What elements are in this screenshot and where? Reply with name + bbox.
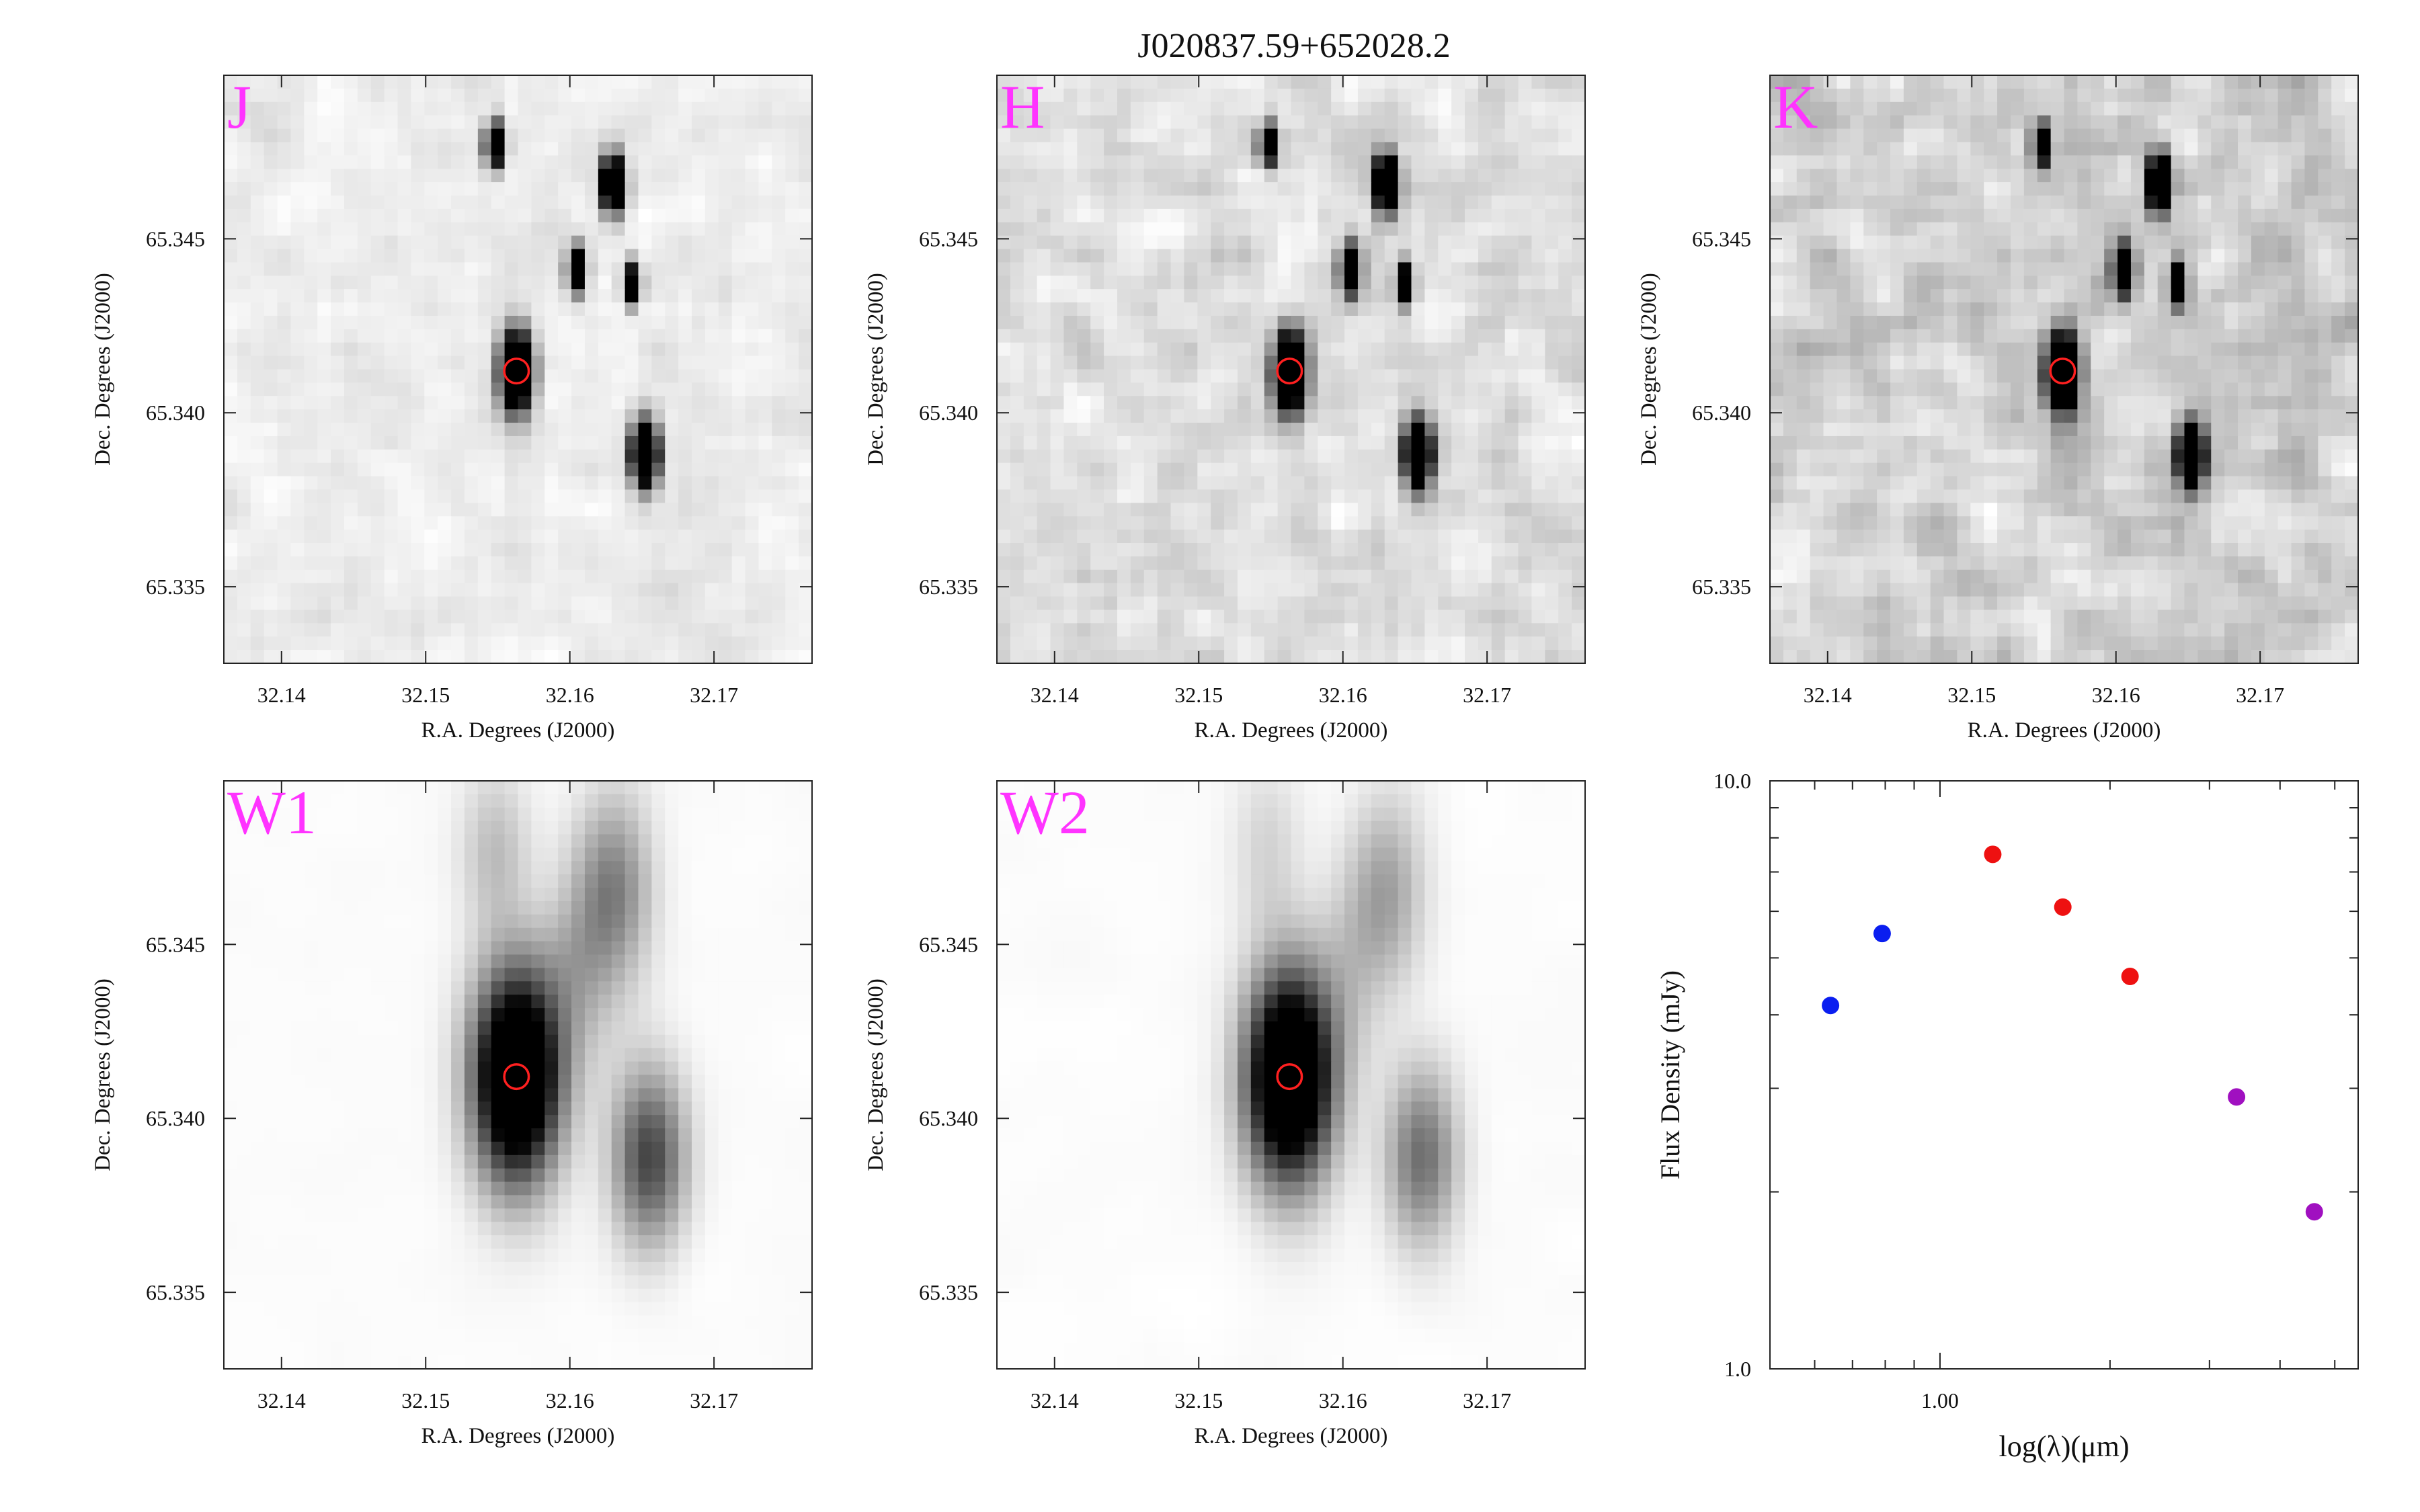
y-axis-label: Dec. Degrees (J2000) [91, 273, 115, 466]
sed-y-tick-label: 1.0 [1724, 1357, 1751, 1381]
x-tick-label: 32.16 [546, 683, 594, 707]
y-axis-label: Dec. Degrees (J2000) [864, 273, 888, 466]
figure-title: J020837.59+652028.2 [1137, 27, 1451, 65]
panel-frame [223, 75, 813, 664]
x-axis-label: R.A. Degrees (J2000) [421, 1424, 615, 1448]
sed-y-tick-label: 10.0 [1713, 769, 1751, 793]
sed-x-tick-label: 1.00 [1921, 1388, 1959, 1413]
sed-x-axis-label: log(λ)(μm) [1999, 1430, 2130, 1463]
x-tick-label: 32.16 [2092, 683, 2140, 707]
image-panel-h: H 32.14 32.15 32.16 32.17 65.335 65.340 65.345 R… [864, 73, 1586, 743]
y-axis-label: Dec. Degrees (J2000) [91, 978, 115, 1171]
sed-plot: 1.00 1.0 10.0 log(λ)(μm) Flux Density (mJy) [1655, 769, 2359, 1463]
y-tick-label: 65.335 [919, 1280, 978, 1304]
x-tick-label: 32.15 [1174, 683, 1223, 707]
x-tick-label: 32.17 [1463, 1388, 1511, 1413]
x-tick-label: 32.14 [257, 1388, 306, 1413]
image-pixels [997, 781, 1585, 1369]
x-axis-label: R.A. Degrees (J2000) [1968, 718, 2161, 743]
x-tick-label: 32.17 [690, 1388, 738, 1413]
y-axis-label: Dec. Degrees (J2000) [864, 978, 888, 1171]
aperture-circle [2049, 358, 2076, 385]
sed-point-red [2121, 967, 2139, 985]
band-label: W2 [1000, 778, 1090, 847]
sed-point-red [1984, 845, 2002, 864]
x-tick-label: 32.14 [1031, 1388, 1079, 1413]
x-axis-label: R.A. Degrees (J2000) [1195, 1424, 1388, 1448]
sed-point-blue [1873, 925, 1891, 943]
image-panel-j: J 32.14 32.15 32.16 32.17 65.335 65.340 65.345 R… [91, 73, 813, 743]
y-tick-label: 65.340 [1692, 401, 1751, 425]
x-tick-label: 32.16 [1319, 683, 1367, 707]
x-tick-label: 32.16 [1319, 1388, 1367, 1413]
x-tick-label: 32.14 [257, 683, 306, 707]
x-tick-label: 32.15 [1174, 1388, 1223, 1413]
sed-frame [1769, 780, 2359, 1370]
y-tick-label: 65.335 [146, 575, 205, 599]
y-tick-label: 65.335 [919, 575, 978, 599]
x-tick-label: 32.15 [1947, 683, 1996, 707]
x-tick-label: 32.15 [401, 1388, 450, 1413]
aperture-circle [1276, 358, 1303, 385]
panel-frame [1769, 75, 2359, 664]
x-axis-label: R.A. Degrees (J2000) [1195, 718, 1388, 743]
y-tick-label: 65.340 [919, 1106, 978, 1130]
y-tick-label: 65.345 [146, 226, 205, 251]
y-tick-label: 65.335 [1692, 575, 1751, 599]
y-tick-label: 65.340 [146, 1106, 205, 1130]
band-label: H [1000, 73, 1045, 141]
x-tick-label: 32.14 [1031, 683, 1079, 707]
x-tick-label: 32.17 [690, 683, 738, 707]
y-tick-label: 65.340 [146, 401, 205, 425]
sed-point-red [2054, 898, 2072, 916]
band-label: J [227, 73, 251, 141]
image-panels: J 32.14 32.15 32.16 32.17 65.335 65.340 65.345 R… [91, 73, 2359, 1448]
image-panel-k: K 32.14 32.15 32.16 32.17 65.335 65.340 65.345 R… [1637, 73, 2359, 743]
band-label: K [1773, 73, 1818, 141]
x-tick-label: 32.17 [1463, 683, 1511, 707]
image-pixels [224, 781, 812, 1369]
y-tick-label: 65.345 [146, 932, 205, 956]
aperture-circle [503, 358, 530, 385]
y-tick-label: 65.335 [146, 1280, 205, 1304]
sed-point-purple [2305, 1203, 2323, 1221]
x-tick-label: 32.15 [401, 683, 450, 707]
aperture-circle [1276, 1063, 1303, 1091]
aperture-circle [503, 1063, 530, 1091]
y-tick-label: 65.340 [919, 401, 978, 425]
y-tick-label: 65.345 [919, 932, 978, 956]
x-tick-label: 32.17 [2236, 683, 2284, 707]
x-axis-label: R.A. Degrees (J2000) [421, 718, 615, 743]
x-tick-label: 32.16 [546, 1388, 594, 1413]
sed-point-purple [2228, 1088, 2246, 1106]
panel-frame [996, 780, 1586, 1370]
y-axis-label: Dec. Degrees (J2000) [1637, 273, 1661, 466]
image-panel-w1: W1 32.14 32.15 32.16 32.17 65.335 65.340 65.345… [91, 778, 813, 1448]
band-label: W1 [227, 778, 317, 847]
y-tick-label: 65.345 [1692, 226, 1751, 251]
image-panel-w2: W2 32.14 32.15 32.16 32.17 65.335 65.340 65.345… [864, 778, 1586, 1448]
x-tick-label: 32.14 [1804, 683, 1852, 707]
image-pixels [224, 75, 812, 663]
image-pixels [1770, 75, 2358, 663]
panel-frame [223, 780, 813, 1370]
sed-point-blue [1822, 997, 1840, 1015]
panel-frame [996, 75, 1586, 664]
y-tick-label: 65.345 [919, 226, 978, 251]
image-pixels [997, 75, 1585, 663]
sed-y-axis-label: Flux Density (mJy) [1655, 970, 1685, 1179]
